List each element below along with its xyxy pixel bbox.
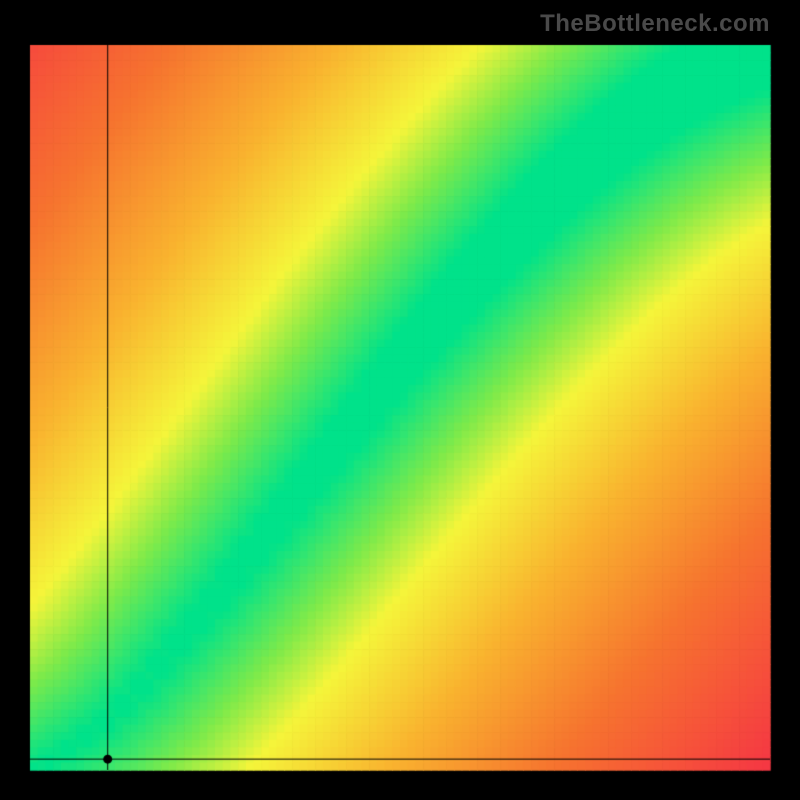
watermark-text: TheBottleneck.com	[540, 10, 770, 38]
bottleneck-heatmap	[0, 0, 800, 800]
